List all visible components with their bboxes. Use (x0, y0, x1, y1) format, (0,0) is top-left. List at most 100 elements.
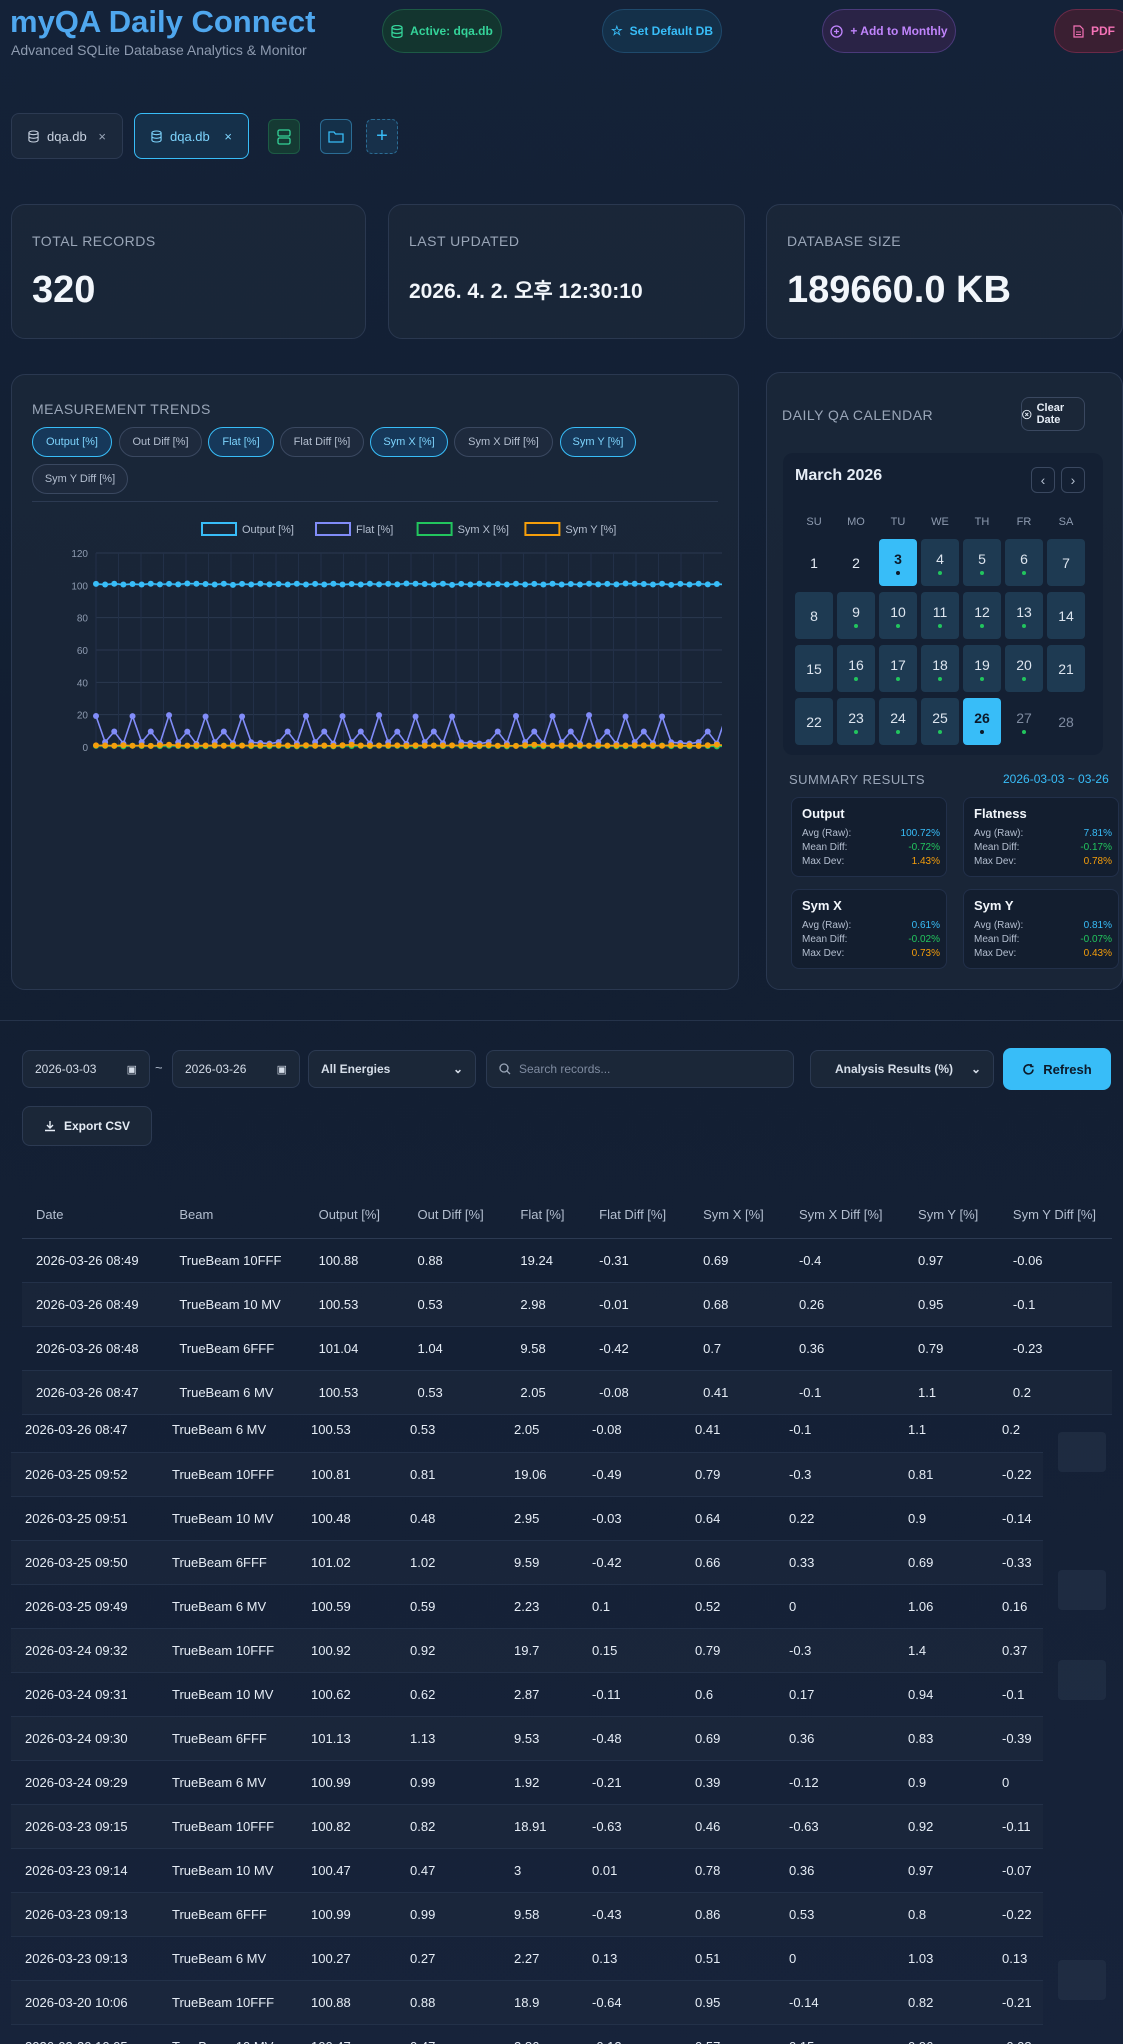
clear-date-button[interactable]: Clear Date (1021, 397, 1085, 431)
analysis-select[interactable]: Analysis Results (%) ⌄ (810, 1050, 994, 1088)
calendar-day[interactable]: 27 (1005, 698, 1043, 745)
table-row[interactable]: 2026-03-25 09:51 TrueBeam 10 MV 100.48 0.48… (11, 1496, 1043, 1541)
calendar-day[interactable]: 14 (1047, 592, 1085, 639)
calendar-day[interactable]: 7 (1047, 539, 1085, 586)
next-month-button[interactable]: › (1061, 467, 1085, 493)
calendar-day[interactable]: 17 (879, 645, 917, 692)
table-cell: 2.05 (506, 1370, 586, 1415)
refresh-button[interactable]: Refresh (1003, 1048, 1111, 1090)
calendar-day[interactable]: 19 (963, 645, 1001, 692)
calendar-day[interactable]: 12 (963, 592, 1001, 639)
table-row[interactable]: 2026-03-25 09:52 TrueBeam 10FFF 100.81 0.81… (11, 1452, 1043, 1497)
calendar-day[interactable]: 16 (837, 645, 875, 692)
data-point (604, 580, 611, 587)
prev-month-button[interactable]: ‹ (1031, 467, 1055, 493)
has-data-dot (854, 676, 858, 681)
calendar-day[interactable]: 23 (837, 698, 875, 745)
table-cell: 0.46 (681, 1804, 775, 1849)
column-header[interactable]: Flat Diff [%] (585, 1192, 690, 1239)
data-point (220, 580, 227, 587)
column-header[interactable]: Date (22, 1192, 166, 1239)
calendar-day[interactable]: 25 (921, 698, 959, 745)
export-csv-button[interactable]: Export CSV (22, 1106, 152, 1146)
open-folder-button[interactable] (320, 119, 352, 154)
series-toggle-chip[interactable]: Sym X [%] (370, 427, 448, 457)
energy-select[interactable]: All Energies ⌄ (308, 1050, 476, 1088)
column-header[interactable]: Out Diff [%] (403, 1192, 507, 1239)
table-row[interactable]: 2026-03-26 08:47 TrueBeam 6 MV 100.53 0.53 2… (11, 1408, 1043, 1453)
calendar-day[interactable]: 10 (879, 592, 917, 639)
calendar-day[interactable]: 18 (921, 645, 959, 692)
table-cell: -0.42 (585, 1326, 690, 1371)
calendar-day[interactable]: 20 (1005, 645, 1043, 692)
y-tick-label: 40 (77, 678, 89, 689)
series-toggle-chip[interactable]: Sym X Diff [%] (454, 427, 553, 457)
column-header[interactable]: Flat [%] (506, 1192, 586, 1239)
series-toggle-chip[interactable]: Sym Y [%] (560, 427, 636, 457)
table-row[interactable]: 2026-03-20 10:06 TrueBeam 10FFF 100.88 0.88… (11, 1980, 1043, 2025)
series-toggle-chip[interactable]: Out Diff [%] (119, 427, 202, 457)
calendar-day[interactable]: 22 (795, 698, 833, 745)
calendar-day[interactable]: 9 (837, 592, 875, 639)
table-row[interactable]: 2026-03-26 08:48 TrueBeam 6FFF 101.04 1.04 9… (22, 1326, 1112, 1371)
table-cell: 2026-03-25 09:50 (11, 1540, 158, 1585)
calendar-day[interactable]: 28 (1047, 698, 1085, 745)
add-to-monthly-button[interactable]: + Add to Monthly (822, 9, 956, 53)
close-icon[interactable]: × (98, 128, 106, 144)
column-header[interactable]: Sym Y [%] (904, 1192, 999, 1239)
table-row[interactable]: 2026-03-23 09:14 TrueBeam 10 MV 100.47 0.47… (11, 1848, 1043, 1893)
series-toggle-chip[interactable]: Flat Diff [%] (280, 427, 364, 457)
table-cell: 0.27 (396, 1936, 500, 1981)
calendar-day[interactable]: 24 (879, 698, 917, 745)
column-header[interactable]: Beam (165, 1192, 305, 1239)
table-row[interactable]: 2026-03-26 08:49 TrueBeam 10 MV 100.53 0.53… (22, 1282, 1112, 1327)
table-row[interactable]: 2026-03-23 09:13 TrueBeam 6FFF 100.99 0.99 9… (11, 1892, 1043, 1937)
calendar-day[interactable]: 4 (921, 539, 959, 586)
calendar-day[interactable]: 21 (1047, 645, 1085, 692)
calendar-day[interactable]: 5 (963, 539, 1001, 586)
calendar-day[interactable]: 6 (1005, 539, 1043, 586)
series-toggle-chip[interactable]: Output [%] (32, 427, 112, 457)
date-from-input[interactable]: 2026-03-03 ▣ (22, 1050, 150, 1088)
calendar-day[interactable]: 15 (795, 645, 833, 692)
table-row[interactable]: 2026-03-25 09:49 TrueBeam 6 MV 100.59 0.59 2… (11, 1584, 1043, 1629)
server-button[interactable] (268, 119, 300, 154)
search-input[interactable]: Search records... (486, 1050, 794, 1088)
table-row[interactable]: 2026-03-20 10:05TrueBeam 10 MV100.470.47… (11, 2024, 1043, 2044)
calendar-day[interactable]: 3 (879, 539, 917, 586)
add-tab-button[interactable]: + (366, 119, 398, 154)
table-row[interactable]: 2026-03-23 09:13 TrueBeam 6 MV 100.27 0.27 2… (11, 1936, 1043, 1981)
table-row[interactable]: 2026-03-24 09:29 TrueBeam 6 MV 100.99 0.99 1… (11, 1760, 1043, 1805)
calendar-day[interactable]: 1 (795, 539, 833, 586)
table-row[interactable]: 2026-03-24 09:31 TrueBeam 10 MV 100.62 0.62… (11, 1672, 1043, 1717)
summary-value: 0.81% (1083, 920, 1112, 931)
calendar-day[interactable]: 8 (795, 592, 833, 639)
table-cell: 100.92 (297, 1628, 396, 1673)
calendar-day[interactable]: 26 (963, 698, 1001, 745)
db-tab[interactable]: dqa.db × (11, 113, 123, 159)
column-header[interactable]: Sym Y Diff [%] (998, 1192, 1112, 1239)
column-header[interactable]: Sym X [%] (689, 1192, 785, 1239)
date-from-value: 2026-03-03 (35, 1062, 97, 1076)
summary-key: Mean Diff: (974, 842, 1020, 853)
close-icon[interactable]: × (224, 128, 232, 144)
column-header[interactable]: Sym X Diff [%] (784, 1192, 905, 1239)
db-tab-active[interactable]: dqa.db × (134, 113, 249, 159)
column-header[interactable]: Output [%] (304, 1192, 404, 1239)
table-row[interactable]: 2026-03-24 09:32 TrueBeam 10FFF 100.92 0.92… (11, 1628, 1043, 1673)
set-default-db-button[interactable]: ☆ Set Default DB (602, 9, 722, 53)
table-row[interactable]: 2026-03-23 09:15 TrueBeam 10FFF 100.82 0.82… (11, 1804, 1043, 1849)
table-row[interactable]: 2026-03-26 08:49 TrueBeam 10FFF 100.88 0.88… (22, 1238, 1112, 1283)
table-row[interactable]: 2026-03-24 09:30 TrueBeam 6FFF 101.13 1.13 9… (11, 1716, 1043, 1761)
table-cell: 0.79 (681, 1452, 775, 1497)
calendar-day[interactable]: 2 (837, 539, 875, 586)
series-toggle-chip[interactable]: Sym Y Diff [%] (32, 464, 128, 494)
active-db-button[interactable]: Active: dqa.db (382, 9, 502, 53)
date-to-input[interactable]: 2026-03-26 ▣ (172, 1050, 300, 1088)
series-toggle-chip[interactable]: Flat [%] (208, 427, 274, 457)
pdf-button[interactable]: PDF (1054, 9, 1123, 53)
table-row[interactable]: 2026-03-25 09:50 TrueBeam 6FFF 101.02 1.02 9… (11, 1540, 1043, 1585)
clear-date-label: Clear Date (1036, 402, 1065, 426)
calendar-day[interactable]: 11 (921, 592, 959, 639)
calendar-day[interactable]: 13 (1005, 592, 1043, 639)
